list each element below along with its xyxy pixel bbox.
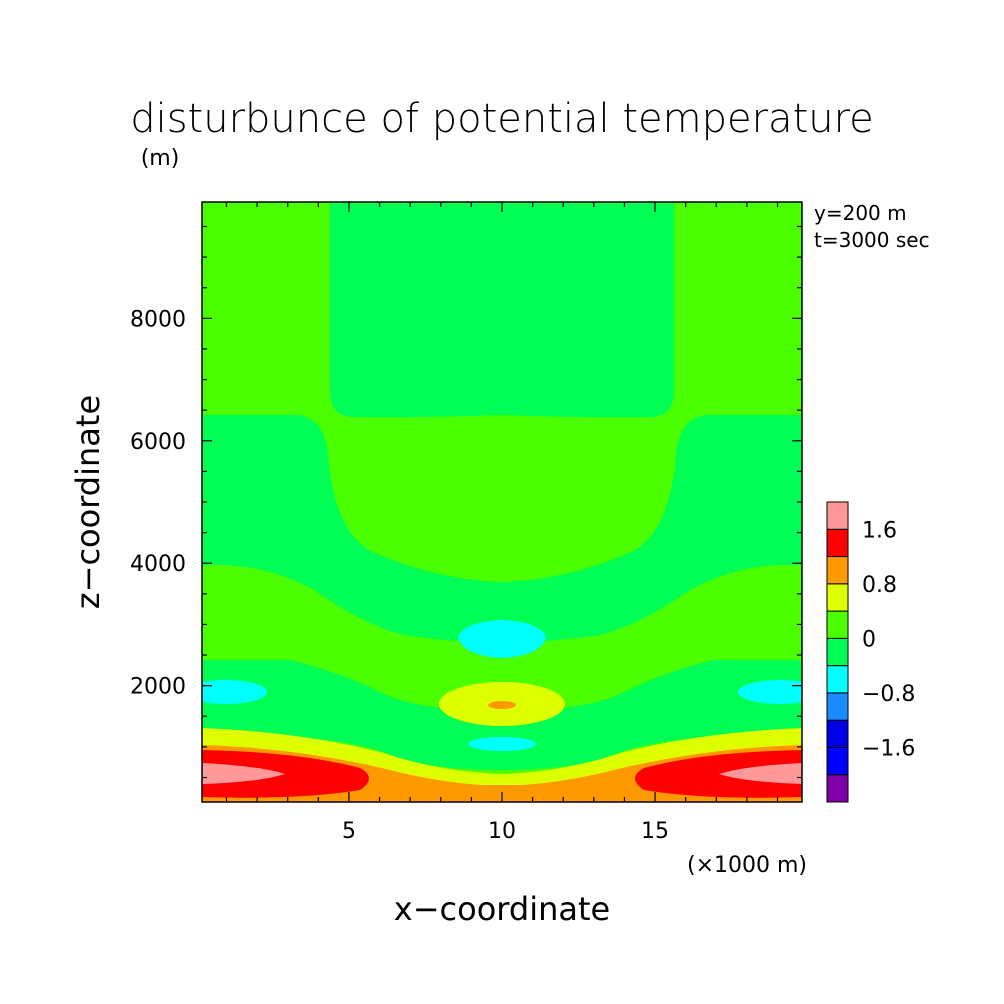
colorbar-swatch: [826, 719, 849, 748]
chart-title: disturbunce of potential temperature: [130, 96, 874, 142]
central-warm-core: [488, 701, 516, 709]
surface-pink-core-left: [202, 763, 285, 784]
contour-field: [202, 202, 802, 802]
colorbar-labels: −1.6 −0.8 0 0.8 1.6: [862, 518, 915, 761]
central-column-region: [330, 202, 674, 418]
y-tick-label: 6000: [130, 430, 186, 455]
colorbar-tick-label: 0.8: [862, 573, 897, 598]
annotation-y: y=200 m: [814, 201, 907, 225]
colorbar-swatch: [826, 746, 849, 776]
side-cyan-cell-right: [738, 680, 802, 704]
colorbar-tick-label: −1.6: [862, 736, 915, 761]
x-axis-unit: (×1000 m): [687, 853, 807, 878]
colorbar-swatch: [826, 556, 849, 585]
colorbar-swatch: [826, 583, 849, 612]
colorbar-swatch: [826, 637, 849, 667]
colorbar-swatch: [826, 692, 849, 721]
x-tick-label: 15: [641, 819, 669, 844]
axis-tick-labels: 5 10 15 2000 4000 6000 8000: [130, 307, 669, 844]
surface-red-lobe-right: [635, 750, 802, 798]
colorbar-swatch: [826, 774, 849, 803]
colorbar-tick-label: −0.8: [862, 682, 915, 707]
annotation-t: t=3000 sec: [814, 228, 930, 252]
y-axis-label: z−coordinate: [69, 395, 107, 609]
colorbar-swatch: [826, 528, 849, 558]
surface-pink-core-right: [719, 763, 802, 784]
colorbar-swatch: [826, 610, 849, 639]
colorbar-swatch: [826, 501, 849, 530]
side-cyan-cell-left: [202, 680, 267, 704]
upper-cyan-cell: [458, 620, 546, 658]
x-tick-label: 10: [488, 819, 516, 844]
y-axis-unit: (m): [141, 146, 180, 171]
x-axis-label: x−coordinate: [394, 890, 610, 928]
x-tick-label: 5: [342, 819, 356, 844]
surface-red-lobe-left: [202, 750, 369, 798]
upper-trough-region: [202, 415, 802, 643]
colorbar-swatch: [826, 665, 849, 694]
axis-ticks: [202, 202, 802, 802]
colorbar-tick-label: 0: [862, 627, 876, 652]
y-tick-label: 4000: [130, 552, 186, 577]
colorbar-tick-label: 1.6: [862, 518, 897, 543]
y-tick-label: 2000: [130, 675, 186, 700]
y-tick-label: 8000: [130, 307, 186, 332]
lower-cyan-cell: [468, 737, 536, 751]
colorbar: [826, 501, 849, 803]
